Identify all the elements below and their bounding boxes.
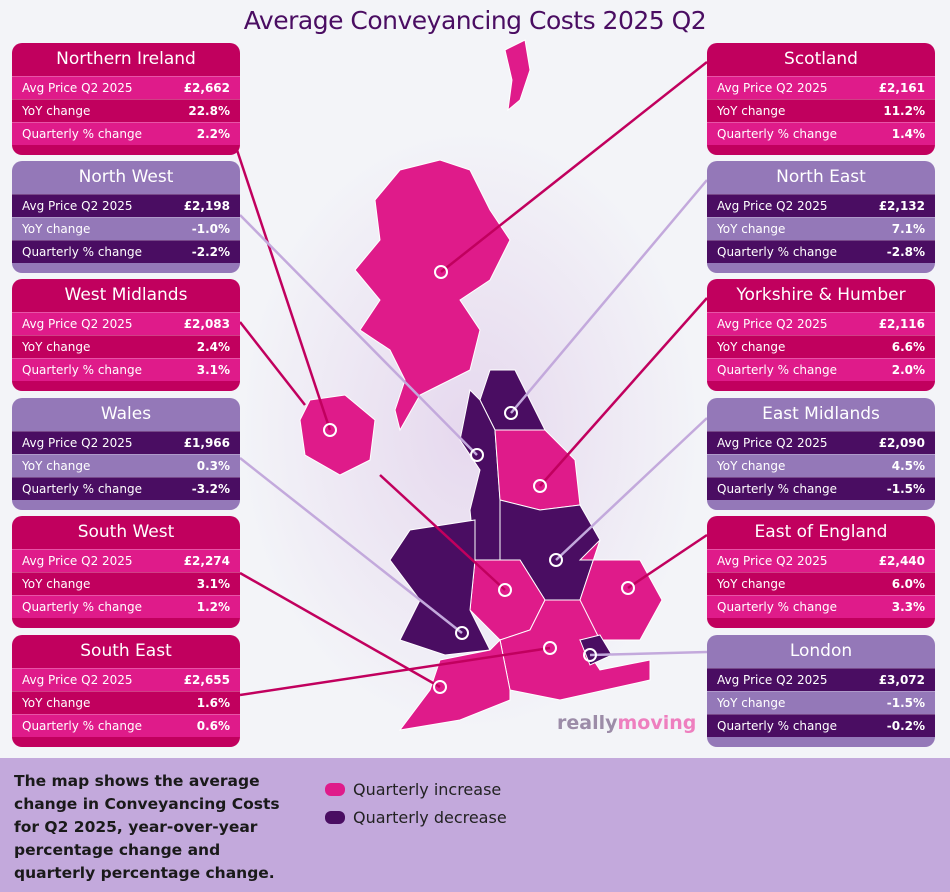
row-yoy: YoY change 6.0% (707, 572, 935, 595)
panel-title: South East (80, 641, 172, 661)
row-quarterly: Quarterly % change -2.8% (707, 240, 935, 263)
row-price: Avg Price Q2 2025 £2,132 (707, 194, 935, 217)
connector-east-midlands (555, 417, 708, 561)
panel-west-midlands: West Midlands Avg Price Q2 2025 £2,083 Yo… (12, 279, 240, 391)
row-yoy: YoY change 0.3% (12, 454, 240, 477)
row-price: Avg Price Q2 2025 £2,198 (12, 194, 240, 217)
row-yoy: YoY change 2.4% (12, 335, 240, 358)
row-price: Avg Price Q2 2025 £2,161 (707, 76, 935, 99)
row-price: Avg Price Q2 2025 £2,116 (707, 312, 935, 335)
panel-title: East of England (754, 522, 888, 542)
panel-title: London (789, 641, 853, 661)
row-price: Avg Price Q2 2025 £3,072 (707, 668, 935, 691)
connector-northern-ireland (235, 149, 332, 431)
reallymoving-logo: reallymoving (557, 712, 697, 734)
footer: The map shows the average change in Conv… (0, 758, 950, 892)
panel-title: North West (78, 167, 174, 187)
row-quarterly: Quarterly % change 1.4% (707, 122, 935, 145)
panel-wales: Wales Avg Price Q2 2025 £1,966 YoY change… (12, 398, 240, 510)
row-yoy: YoY change 7.1% (707, 217, 935, 240)
row-quarterly: Quarterly % change 2.0% (707, 358, 935, 381)
connector-wm-map (379, 474, 506, 591)
row-yoy: YoY change 4.5% (707, 454, 935, 477)
row-yoy: YoY change 6.6% (707, 335, 935, 358)
panel-east-of-england: East of England Avg Price Q2 2025 £2,440 … (707, 516, 935, 628)
connector-east-of-england (627, 533, 708, 590)
region-south-west (398, 638, 511, 731)
row-quarterly: Quarterly % change 3.1% (12, 358, 240, 381)
row-yoy: YoY change 22.8% (12, 99, 240, 122)
connector-west-midlands (239, 321, 306, 406)
region-northern-ireland (299, 394, 376, 476)
row-price: Avg Price Q2 2025 £2,440 (707, 549, 935, 572)
row-quarterly: Quarterly % change -3.2% (12, 477, 240, 500)
row-quarterly: Quarterly % change 2.2% (12, 122, 240, 145)
panel-title: North East (776, 167, 866, 187)
row-quarterly: Quarterly % change 3.3% (707, 595, 935, 618)
row-quarterly: Quarterly % change -2.2% (12, 240, 240, 263)
panel-title: Wales (100, 404, 152, 424)
row-yoy: YoY change -1.5% (707, 691, 935, 714)
panel-north-west: North West Avg Price Q2 2025 £2,198 YoY c… (12, 161, 240, 273)
row-quarterly: Quarterly % change -0.2% (707, 714, 935, 737)
uk-map (235, 39, 708, 731)
row-price: Avg Price Q2 2025 £2,083 (12, 312, 240, 335)
connector-north-west (239, 214, 478, 456)
row-quarterly: Quarterly % change -1.5% (707, 477, 935, 500)
panel-east-midlands: East Midlands Avg Price Q2 2025 £2,090 Yo… (707, 398, 935, 510)
panel-northern-ireland: Northern Ireland Avg Price Q2 2025 £2,662… (12, 43, 240, 155)
panel-south-west: South West Avg Price Q2 2025 £2,274 YoY c… (12, 516, 240, 628)
row-price: Avg Price Q2 2025 £1,966 (12, 431, 240, 454)
panel-title: Northern Ireland (56, 49, 196, 69)
row-price: Avg Price Q2 2025 £2,662 (12, 76, 240, 99)
page-title: Average Conveyancing Costs 2025 Q2 (243, 6, 707, 35)
panel-title: East Midlands (762, 404, 880, 424)
panel-title: West Midlands (64, 285, 188, 305)
connector-south-west (239, 571, 441, 689)
region-shetland (504, 39, 531, 112)
region-scotland (354, 159, 511, 432)
row-yoy: YoY change 1.6% (12, 691, 240, 714)
panel-yorkshire-humber: Yorkshire & Humber Avg Price Q2 2025 £2,1… (707, 279, 935, 391)
row-quarterly: Quarterly % change 0.6% (12, 714, 240, 737)
connector-wales (239, 457, 463, 634)
row-yoy: YoY change 3.1% (12, 572, 240, 595)
panel-london: London Avg Price Q2 2025 £3,072 YoY chang… (707, 635, 935, 747)
row-quarterly: Quarterly % change 1.2% (12, 595, 240, 618)
legend-decrease: Quarterly decrease (325, 808, 507, 827)
connector-south-east (239, 646, 551, 697)
row-price: Avg Price Q2 2025 £2,090 (707, 431, 935, 454)
panel-title: South West (77, 522, 175, 542)
panel-title: Scotland (784, 49, 858, 69)
map-description: The map shows the average change in Conv… (14, 772, 280, 882)
legend-increase: Quarterly increase (325, 780, 501, 799)
row-price: Avg Price Q2 2025 £2,655 (12, 668, 240, 691)
row-price: Avg Price Q2 2025 £2,274 (12, 549, 240, 572)
panel-scotland: Scotland Avg Price Q2 2025 £2,161 YoY cha… (707, 43, 935, 155)
connector-london (589, 650, 708, 657)
panel-north-east: North East Avg Price Q2 2025 £2,132 YoY c… (707, 161, 935, 273)
panel-title: Yorkshire & Humber (736, 285, 906, 305)
connector-north-east (510, 179, 708, 414)
panel-south-east: South East Avg Price Q2 2025 £2,655 YoY c… (12, 635, 240, 747)
connector-scotland (440, 61, 708, 273)
row-yoy: YoY change -1.0% (12, 217, 240, 240)
row-yoy: YoY change 11.2% (707, 99, 935, 122)
connector-yorkshire (539, 297, 708, 487)
